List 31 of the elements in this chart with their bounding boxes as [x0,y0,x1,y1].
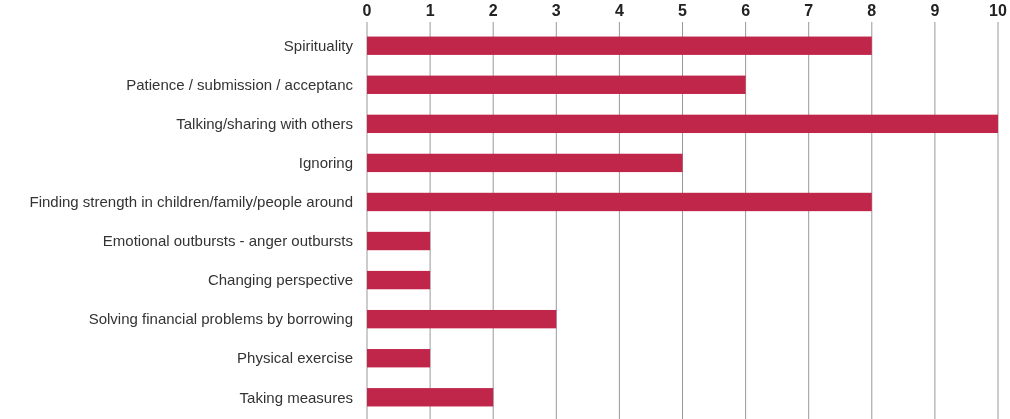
bar [367,153,683,173]
x-tick-label: 2 [488,2,498,19]
bar [367,309,557,329]
x-tick-label: 7 [804,2,814,19]
bar [367,349,431,368]
x-tick-label: 3 [551,2,561,19]
y-tick-label: Taking measures [239,388,353,406]
bar [367,192,872,212]
x-tick-label: 5 [678,2,688,19]
x-tick-label: 9 [930,2,940,19]
x-tick-label: 8 [867,2,877,19]
y-tick-label: Ignoring [298,154,353,172]
y-tick-label: Changing perspective [207,271,353,289]
bar [367,114,998,134]
y-tick-label: Talking/sharing with others [176,115,353,133]
x-tick-label: 1 [425,2,435,19]
y-tick-label: Finding strength in children/family/people around [29,193,353,211]
y-tick-label: Physical exercise [237,349,353,367]
x-tick-label: 6 [741,2,751,19]
y-tick-label: Spirituality [283,36,354,54]
bar [367,270,431,290]
bar [367,231,431,251]
x-tick-label: 0 [362,2,372,19]
y-tick-label: Solving financial problems by borrowing [88,310,353,328]
bar [367,388,494,407]
bar [367,36,872,55]
y-tick-label: Patience / submission / acceptanc [126,76,354,94]
x-tick-label: 4 [614,2,624,19]
bar [367,75,746,94]
y-tick-label: Emotional outbursts - anger outbursts [102,232,353,250]
x-tick-label: 10 [989,2,1007,19]
